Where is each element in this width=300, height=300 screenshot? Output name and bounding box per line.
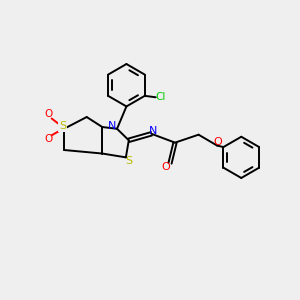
Text: S: S [59,122,66,131]
Text: Cl: Cl [155,92,166,102]
Text: N: N [149,126,157,136]
Text: N: N [107,122,116,131]
Text: O: O [44,134,52,144]
Text: S: S [125,156,132,166]
Text: O: O [44,110,52,119]
Text: O: O [213,137,222,147]
Text: O: O [161,162,170,172]
